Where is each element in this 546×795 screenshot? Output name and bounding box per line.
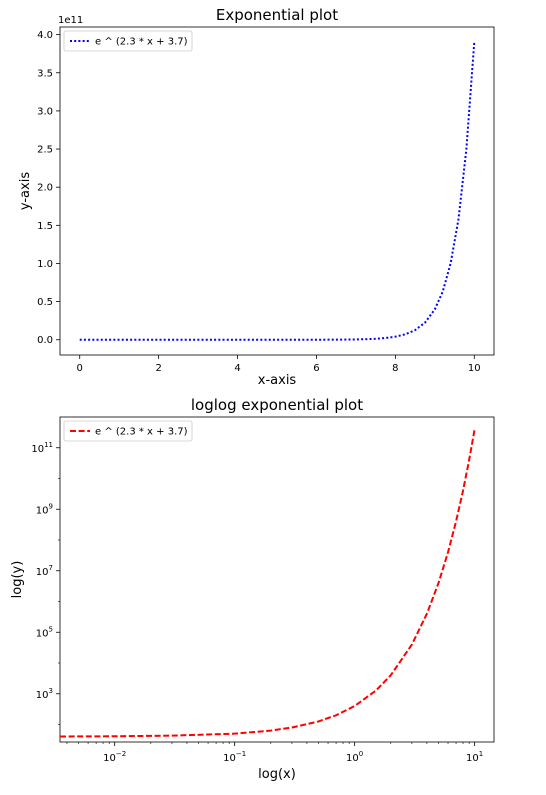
y-tick-label: 4.0 (37, 30, 53, 41)
y-tick-label: 3.5 (37, 68, 53, 79)
y-tick-label: 105 (36, 625, 53, 639)
legend-label: e ^ (2.3 * x + 3.7) (95, 37, 188, 48)
chart-title: loglog exponential plot (191, 396, 363, 414)
y-axis-label: y-axis (18, 172, 33, 210)
legend: e ^ (2.3 * x + 3.7) (63, 30, 193, 52)
chart-2: 10−2 10−1 100 101 103 105 107 109 1011 loglog exp… (10, 396, 495, 782)
chart-title: Exponential plot (216, 6, 338, 24)
series-line-1 (79, 42, 476, 341)
x-tick-label: 2 (155, 363, 161, 374)
series-line-1 (60, 429, 476, 738)
y-tick-label: 3.0 (37, 106, 53, 117)
x-tick-label: 101 (466, 750, 483, 764)
x-tick-label: 8 (392, 363, 398, 374)
x-tick-label: 6 (313, 363, 319, 374)
chart-1: 0 2 4 6 8 10 0.0 0.5 1.0 1.5 2.0 2.5 3.0 3.5 4.0 1e11 Ex… (18, 6, 495, 388)
legend-box (63, 420, 193, 442)
x-tick-label: 100 (346, 750, 363, 764)
y-tick-label: 1.5 (37, 221, 53, 232)
y-axis-label: log(y) (10, 561, 25, 599)
y-tick-label: 2.5 (37, 145, 53, 156)
y-tick-label: 2.0 (37, 183, 53, 194)
x-tick-label: 0 (77, 363, 83, 374)
y-tick-label: 1.0 (37, 259, 53, 270)
y-tick-label: 0.0 (37, 335, 53, 346)
y-tick-label: 103 (36, 687, 53, 701)
x-tick-label: 4 (234, 363, 240, 374)
legend-label: e ^ (2.3 * x + 3.7) (95, 427, 188, 438)
legend: e ^ (2.3 * x + 3.7) (63, 420, 193, 442)
y-tick-label: 1011 (31, 441, 53, 455)
x-tick-label: 10 (468, 363, 481, 374)
x-tick-label: 10−1 (223, 750, 246, 764)
y-tick-label: 0.5 (37, 297, 53, 308)
y-tick-label: 107 (36, 564, 53, 578)
plot-frame (59, 26, 495, 356)
y-tick-label: 109 (36, 502, 53, 516)
y-offset-label: 1e11 (58, 15, 83, 26)
plot-frame (59, 416, 495, 743)
x-tick-label: 10−2 (103, 750, 126, 764)
x-axis-label: log(x) (258, 767, 296, 782)
legend-box (63, 30, 193, 52)
x-axis-label: x-axis (258, 373, 297, 388)
